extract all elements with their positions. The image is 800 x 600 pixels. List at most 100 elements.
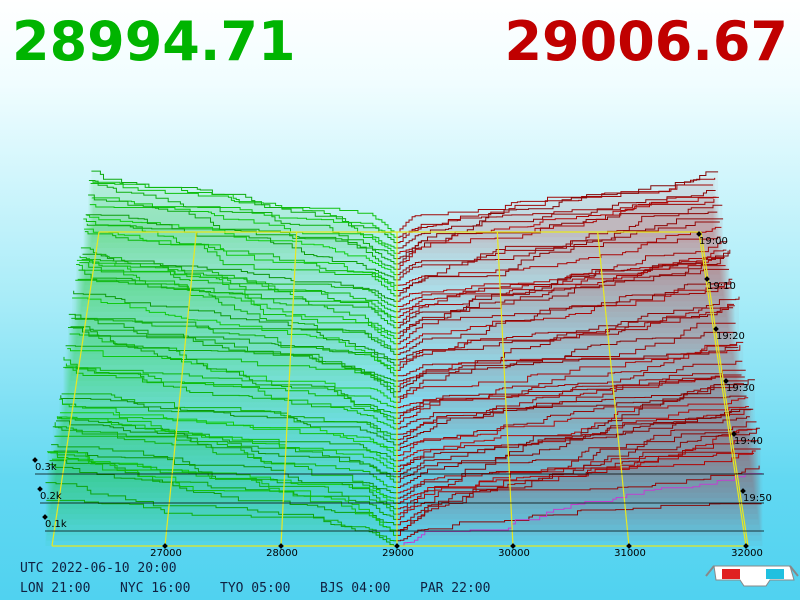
depth-label: 0.2k	[40, 491, 62, 502]
bid-depth-line	[86, 214, 397, 276]
bid-depth-line	[76, 264, 397, 345]
bid-depth-line	[59, 398, 397, 456]
price-tick	[162, 543, 168, 549]
utc-time: UTC 2022-06-10 20:00	[20, 561, 177, 576]
time-tick	[723, 378, 729, 384]
city-clock: PAR 22:00	[420, 581, 490, 596]
city-clock: LON 21:00	[20, 581, 90, 596]
depth-scene	[45, 170, 763, 547]
time-label: 19:30	[726, 383, 755, 394]
time-tick	[740, 488, 746, 494]
bid-depth-line	[71, 317, 397, 377]
ask-depth-line	[397, 250, 729, 329]
bid-depth-line	[51, 444, 397, 510]
bid-depth-line	[84, 228, 397, 291]
ask-depth-line	[397, 249, 727, 318]
ask-depth-line	[397, 369, 746, 441]
time-tick	[731, 431, 737, 437]
bid-depth-line	[85, 214, 397, 281]
ask-depth-line	[397, 345, 741, 403]
time-label: 19:00	[699, 236, 728, 247]
ask-depth-line	[397, 281, 732, 345]
bid-depth-line	[65, 363, 397, 409]
ask-depth-line	[397, 268, 729, 334]
bid-depth-line	[80, 247, 397, 313]
bid-depth-line	[89, 204, 397, 254]
axes: 27000 28000 29000 30000 31000 32000 0.3k 0.2k 0.…	[32, 231, 772, 559]
bid-depth-line	[61, 393, 397, 441]
ask-depth-line	[397, 258, 724, 302]
bid-depth-line	[72, 327, 397, 366]
ask-depth-line	[397, 428, 758, 515]
ask-depth-line	[397, 204, 723, 291]
bid-depth-line	[68, 327, 397, 398]
price-grid-line	[280, 231, 298, 547]
ask-depth-line	[397, 503, 762, 542]
bid-depth-line	[63, 366, 397, 430]
time-label: 19:50	[743, 493, 772, 504]
ask-depth-line	[397, 199, 715, 238]
bid-depth-line	[63, 356, 397, 425]
3d-glasses-icon	[705, 565, 799, 587]
ask-depth-line	[397, 421, 757, 510]
ask-depth-line	[397, 341, 744, 425]
time-tick	[713, 326, 719, 332]
bid-depth-line	[73, 290, 397, 361]
ask-depth-line	[397, 303, 734, 366]
ask-depth-line	[397, 376, 741, 409]
ask-depth-line	[397, 416, 750, 467]
bid-depth-line	[47, 451, 397, 536]
bid-depth-line	[72, 297, 397, 371]
ask-depth-line	[397, 429, 753, 483]
bid-depth-line	[48, 464, 397, 526]
bid-depth-line	[56, 420, 397, 478]
ask-depth-line	[397, 278, 733, 355]
ask-depth-line	[397, 376, 745, 435]
ask-depth-line	[397, 397, 749, 456]
time-tick	[696, 231, 702, 237]
city-clock: NYC 16:00	[120, 581, 190, 596]
price-label: 28000	[266, 548, 298, 559]
price-grid-line	[164, 231, 197, 547]
price-label: 29000	[382, 548, 414, 559]
depth-label: 0.1k	[45, 519, 67, 530]
price-tick	[510, 543, 516, 549]
bid-depth-line	[67, 348, 397, 403]
bid-depth-line	[54, 435, 397, 488]
ask-depth-line	[397, 196, 719, 270]
bid-depth-line	[64, 367, 397, 419]
bid-depth-line	[60, 395, 397, 446]
ask-depth-line	[397, 305, 735, 371]
ask-depth-line	[397, 427, 760, 531]
floor-left-edge	[51, 231, 100, 547]
bid-depth-line	[90, 183, 397, 249]
bid-depth-line	[46, 499, 397, 542]
depth-label: 0.3k	[35, 462, 57, 473]
floor-right-edge	[700, 231, 749, 547]
ask-depth-line	[397, 196, 717, 254]
ask-depth-line	[397, 408, 752, 478]
bid-depth-line	[88, 180, 397, 260]
price-grid-line	[597, 231, 630, 547]
bid-depth-line	[83, 218, 397, 297]
bid-depth-line	[74, 314, 397, 355]
ask-depth-line	[397, 221, 720, 276]
bid-depth-line	[49, 460, 397, 520]
bid-depth-line	[82, 253, 397, 302]
ask-depth-line	[397, 184, 714, 233]
bid-depth-line	[56, 416, 397, 472]
ask-depth-line	[397, 379, 755, 499]
price-tick	[394, 543, 400, 549]
ask-depth-line	[397, 331, 737, 382]
bid-price: 28994.71	[12, 10, 296, 73]
city-clock: TYO 05:00	[220, 581, 290, 596]
ask-depth-line	[397, 177, 716, 244]
city-clock: BJS 04:00	[320, 581, 390, 596]
time-label: 19:10	[707, 281, 736, 292]
depth-tick	[42, 514, 48, 520]
price-tick	[278, 543, 284, 549]
bid-depth-line	[58, 417, 397, 462]
bid-depth-line	[45, 482, 397, 547]
